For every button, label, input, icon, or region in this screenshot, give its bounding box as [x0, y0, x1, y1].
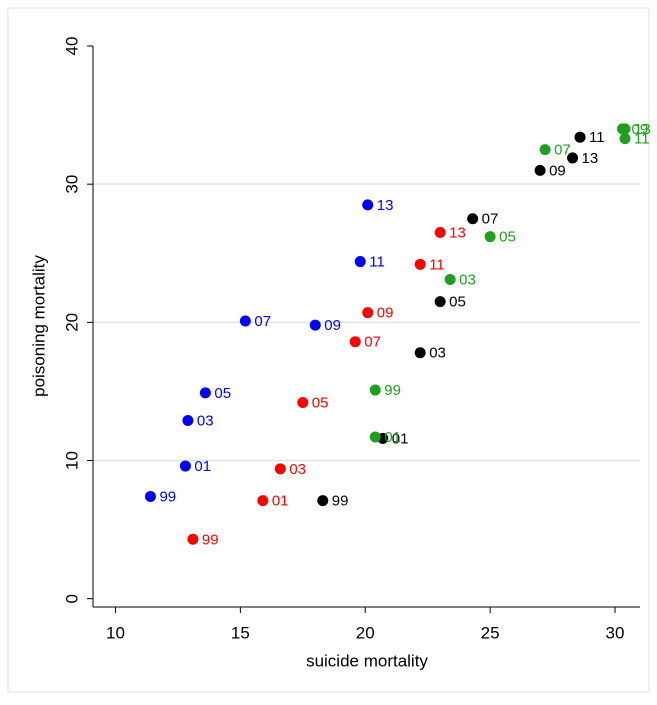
x-tick-label: 25: [481, 623, 500, 642]
point-label: 09: [549, 162, 566, 179]
point-label: 09: [324, 317, 341, 334]
point-label: 13: [377, 197, 394, 214]
point: [484, 231, 496, 243]
point-label: 07: [482, 211, 499, 228]
point-label: 99: [332, 493, 349, 510]
point: [362, 307, 374, 319]
point: [257, 495, 269, 507]
x-tick-label: 10: [106, 623, 125, 642]
point: [187, 533, 199, 545]
point-label: 99: [384, 382, 401, 399]
point-label: 99: [159, 488, 176, 505]
x-tick-label: 30: [606, 623, 625, 642]
point-label: 03: [429, 345, 446, 362]
point: [467, 213, 479, 225]
point-label: 05: [312, 394, 329, 411]
point: [369, 384, 381, 396]
point: [619, 123, 631, 135]
point-label: 13: [449, 225, 466, 242]
chart-frame: [7, 7, 650, 693]
point-label: 01: [384, 429, 401, 446]
point: [182, 414, 194, 426]
y-tick-label: 20: [62, 313, 81, 332]
point: [297, 396, 309, 408]
point: [539, 144, 551, 156]
point-label: 07: [364, 334, 381, 351]
y-tick-label: 40: [62, 37, 81, 56]
point: [144, 490, 156, 502]
x-axis-title: suicide mortality: [306, 651, 428, 670]
point-label: 11: [429, 256, 445, 273]
point-label: 05: [499, 229, 516, 246]
y-tick-label: 30: [62, 175, 81, 194]
point-label: 09: [632, 121, 649, 138]
point-label: 09: [377, 305, 394, 322]
x-tick-label: 15: [231, 623, 250, 642]
point: [362, 199, 374, 211]
point-label: 11: [369, 254, 385, 271]
point: [414, 258, 426, 270]
point: [567, 152, 579, 164]
y-tick-label: 10: [62, 451, 81, 470]
y-tick-label: 0: [62, 594, 81, 603]
point-label: 99: [202, 531, 219, 548]
point-label: 01: [272, 493, 289, 510]
point-label: 07: [554, 142, 571, 159]
point: [574, 131, 586, 143]
point: [309, 319, 321, 331]
point: [434, 227, 446, 239]
point: [349, 336, 361, 348]
point-label: 05: [214, 385, 231, 402]
point: [444, 274, 456, 286]
point: [179, 460, 191, 472]
y-axis-title: poisoning mortality: [29, 255, 48, 397]
x-tick-label: 20: [356, 623, 375, 642]
point-label: 07: [254, 313, 271, 330]
point: [534, 164, 546, 176]
point: [199, 387, 211, 399]
point-label: 01: [194, 458, 211, 475]
point-label: 11: [634, 131, 650, 148]
point: [274, 463, 286, 475]
point-label: 03: [459, 271, 476, 288]
point: [354, 256, 366, 268]
point-label: 03: [197, 412, 214, 429]
point-label: 13: [634, 121, 651, 138]
point: [414, 347, 426, 359]
point: [369, 431, 381, 443]
point-label: 11: [589, 129, 605, 146]
point: [317, 495, 329, 507]
point: [239, 315, 251, 327]
point: [619, 133, 631, 145]
point-label: 13: [582, 150, 599, 167]
point-label: 03: [289, 461, 306, 478]
point-label: 05: [449, 294, 466, 311]
point-label: 01: [392, 430, 409, 447]
point: [434, 296, 446, 308]
